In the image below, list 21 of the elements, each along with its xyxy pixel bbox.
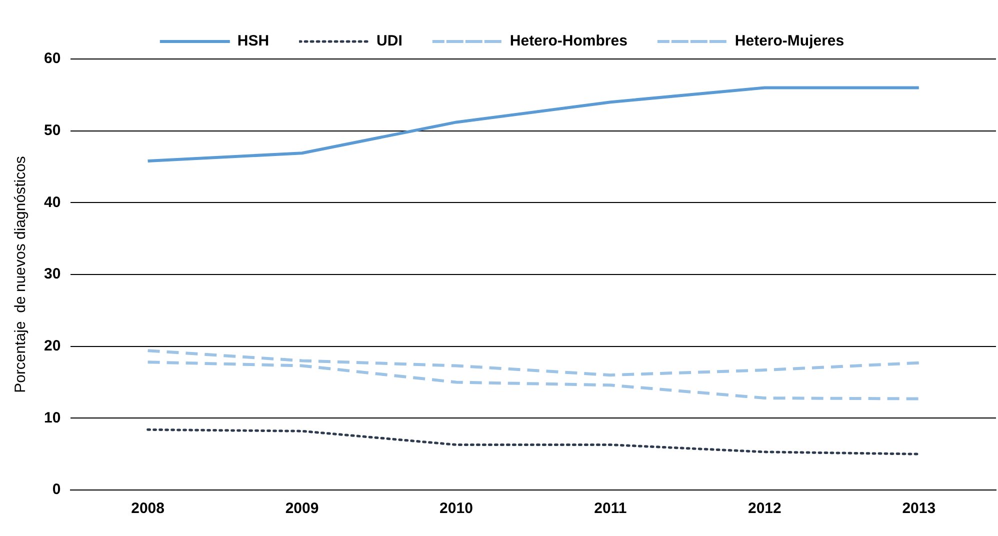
x-tick-label: 2011 [594, 500, 627, 518]
x-tick-label: 2010 [440, 500, 473, 518]
x-tick-label: 2013 [902, 500, 936, 518]
y-tick-label: 0 [52, 481, 61, 498]
legend-label: HSH [237, 32, 270, 50]
y-tick-label: 10 [44, 409, 61, 426]
y-tick-label: 20 [44, 337, 61, 354]
x-tick-label: 2012 [748, 500, 782, 518]
line-series [146, 349, 920, 377]
legend-label: Hetero-Mujeres [734, 32, 844, 50]
line-series [146, 428, 920, 456]
x-tick-label: 2009 [285, 500, 319, 518]
legend-label: UDI [376, 32, 402, 50]
y-tick-label: 50 [44, 122, 61, 139]
legend-label: Hetero-Hombres [510, 32, 628, 50]
line-series [146, 360, 920, 400]
y-tick-label: 40 [44, 194, 61, 211]
y-tick-label: 60 [44, 50, 61, 68]
y-tick-label: 30 [44, 266, 61, 283]
y-axis-title: Porcentaje de nuevos diagnósticos [12, 156, 30, 393]
x-tick-label: 2008 [131, 500, 164, 518]
